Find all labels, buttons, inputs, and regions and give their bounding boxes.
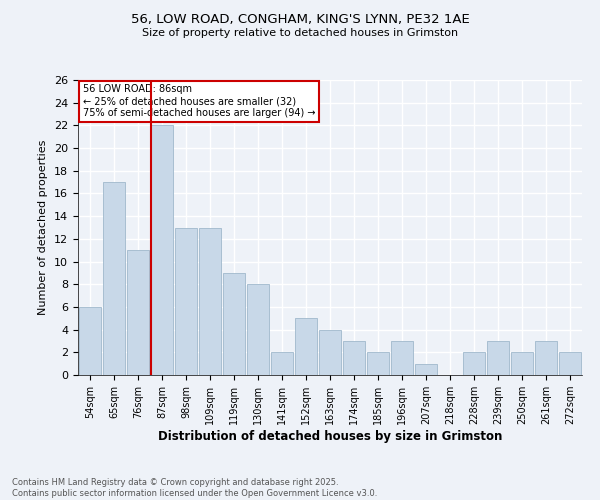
Bar: [559, 352, 581, 375]
Y-axis label: Number of detached properties: Number of detached properties: [38, 140, 49, 315]
Text: Size of property relative to detached houses in Grimston: Size of property relative to detached ho…: [142, 28, 458, 38]
Text: 56, LOW ROAD, CONGHAM, KING'S LYNN, PE32 1AE: 56, LOW ROAD, CONGHAM, KING'S LYNN, PE32…: [131, 12, 469, 26]
Text: Contains HM Land Registry data © Crown copyright and database right 2025.
Contai: Contains HM Land Registry data © Crown c…: [12, 478, 377, 498]
Bar: [319, 330, 341, 375]
Bar: [415, 364, 437, 375]
Bar: [271, 352, 293, 375]
Bar: [151, 126, 173, 375]
Bar: [79, 307, 101, 375]
Bar: [463, 352, 485, 375]
Bar: [175, 228, 197, 375]
Bar: [367, 352, 389, 375]
Bar: [199, 228, 221, 375]
Bar: [343, 341, 365, 375]
Bar: [127, 250, 149, 375]
Bar: [511, 352, 533, 375]
Bar: [223, 273, 245, 375]
X-axis label: Distribution of detached houses by size in Grimston: Distribution of detached houses by size …: [158, 430, 502, 443]
Bar: [391, 341, 413, 375]
Bar: [535, 341, 557, 375]
Bar: [103, 182, 125, 375]
Bar: [295, 318, 317, 375]
Text: 56 LOW ROAD: 86sqm
← 25% of detached houses are smaller (32)
75% of semi-detache: 56 LOW ROAD: 86sqm ← 25% of detached hou…: [83, 84, 316, 117]
Bar: [487, 341, 509, 375]
Bar: [247, 284, 269, 375]
